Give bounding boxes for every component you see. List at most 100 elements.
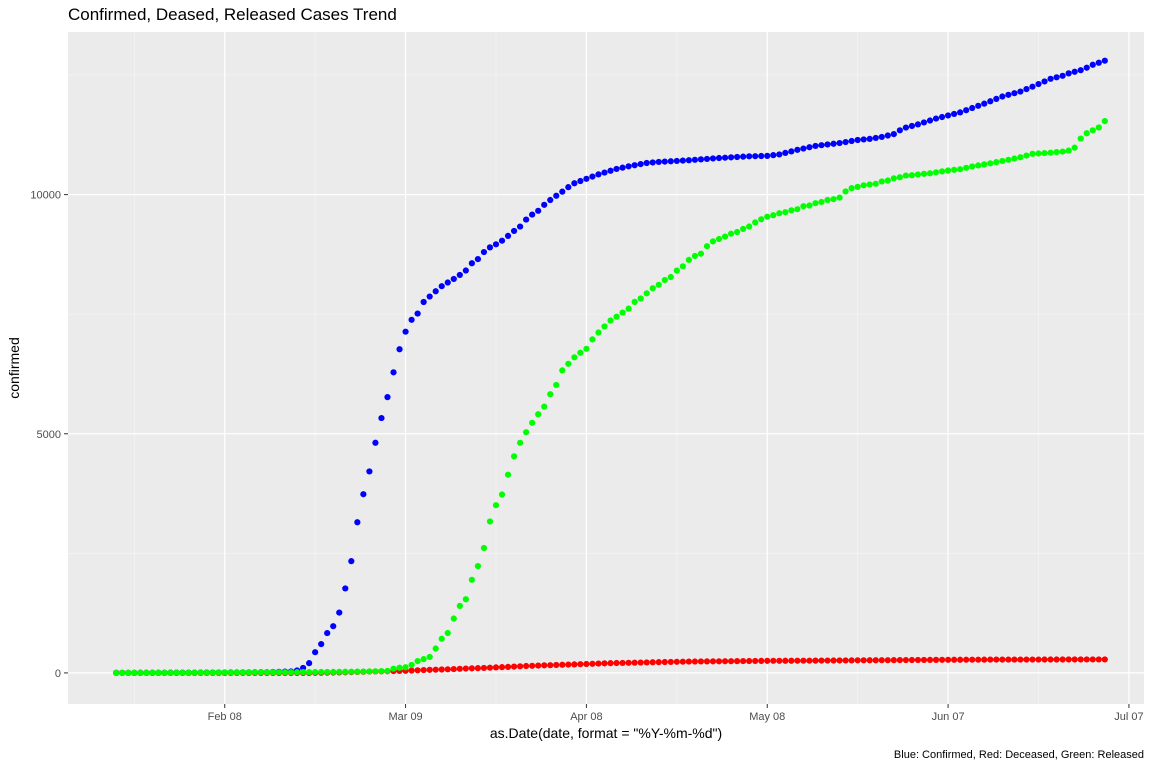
deceased-point	[854, 657, 861, 664]
confirmed-point	[981, 100, 988, 107]
released-point	[287, 669, 295, 676]
deceased-point	[613, 659, 620, 667]
deceased-point	[474, 665, 482, 672]
deceased-point	[987, 656, 994, 663]
confirmed-point	[987, 98, 994, 105]
released-point	[764, 213, 771, 220]
released-point	[167, 669, 174, 676]
deceased-point	[601, 660, 608, 667]
released-point	[1041, 149, 1048, 157]
released-point	[275, 669, 283, 676]
released-point	[987, 160, 994, 167]
released-point	[625, 305, 632, 312]
released-point	[559, 367, 566, 374]
confirmed-point	[408, 316, 415, 323]
confirmed-point	[1059, 72, 1066, 79]
confirmed-point	[715, 154, 723, 162]
confirmed-point	[480, 248, 488, 256]
released-point	[396, 664, 403, 671]
major-gridlines	[68, 32, 1144, 704]
released-point	[1089, 127, 1096, 134]
released-point	[414, 657, 421, 665]
deceased-point	[957, 656, 964, 663]
confirmed-point	[957, 109, 964, 116]
released-point	[854, 183, 861, 190]
released-point	[631, 298, 638, 306]
confirmed-point	[993, 95, 1000, 102]
deceased-point	[456, 665, 463, 672]
x-tick-label: Apr 08	[570, 711, 602, 723]
deceased-point	[908, 656, 916, 664]
confirmed-point	[510, 227, 518, 235]
released-point	[137, 669, 144, 676]
confirmed-point	[896, 127, 903, 134]
deceased-point	[740, 657, 747, 665]
released-point	[432, 645, 439, 652]
deceased-point	[517, 663, 524, 670]
deceased-point	[914, 656, 922, 664]
released-point	[830, 196, 837, 203]
released-point	[492, 502, 500, 509]
confirmed-point	[854, 136, 861, 144]
confirmed-point	[583, 175, 590, 182]
released-point	[800, 203, 807, 210]
released-point	[697, 250, 705, 257]
deceased-point	[1071, 656, 1078, 663]
confirmed-point	[1077, 67, 1084, 74]
confirmed-point	[529, 211, 536, 218]
confirmed-point	[703, 155, 711, 163]
released-point	[715, 235, 723, 243]
deceased-point	[721, 658, 729, 665]
released-point	[734, 228, 741, 236]
released-point	[420, 656, 427, 663]
confirmed-point	[661, 158, 668, 165]
released-point	[173, 669, 180, 676]
y-tick-label: 0	[55, 668, 61, 680]
released-point	[438, 635, 445, 642]
deceased-point	[1065, 656, 1072, 663]
deceased-point	[655, 659, 662, 666]
deceased-point	[450, 665, 457, 673]
minor-gridlines	[68, 32, 1144, 704]
deceased-point	[932, 656, 940, 663]
released-point	[450, 615, 457, 622]
deceased-point	[727, 658, 735, 665]
released-point	[480, 544, 488, 552]
deceased-point	[426, 666, 433, 673]
released-point	[818, 198, 825, 206]
confirmed-point	[752, 153, 759, 160]
released-point	[709, 238, 717, 245]
released-point	[360, 668, 367, 675]
released-point	[1077, 135, 1084, 142]
released-point	[119, 669, 126, 676]
deceased-point	[734, 658, 741, 665]
confirmed-point	[318, 641, 325, 648]
deceased-point	[661, 658, 668, 666]
released-point	[191, 669, 198, 676]
released-point	[257, 669, 264, 676]
released-point	[951, 166, 958, 173]
confirmed-point	[908, 122, 916, 130]
deceased-point	[830, 657, 837, 664]
released-point	[902, 172, 909, 179]
released-point	[263, 669, 271, 676]
released-point	[251, 669, 258, 676]
deceased-point	[697, 658, 705, 665]
released-point	[836, 194, 843, 201]
released-point	[408, 661, 415, 669]
deceased-point	[510, 663, 518, 670]
confirmed-point	[963, 107, 970, 114]
released-point	[1017, 154, 1024, 161]
released-point	[342, 668, 349, 675]
deceased-point	[1029, 656, 1036, 663]
confirmed-point	[559, 188, 566, 195]
released-point	[523, 429, 530, 436]
released-point	[330, 668, 337, 675]
released-point	[721, 233, 729, 240]
confirmed-point	[1053, 74, 1060, 81]
released-point	[462, 596, 469, 603]
released-point	[788, 207, 795, 214]
confirmed-point	[589, 173, 596, 180]
confirmed-point	[324, 629, 331, 637]
